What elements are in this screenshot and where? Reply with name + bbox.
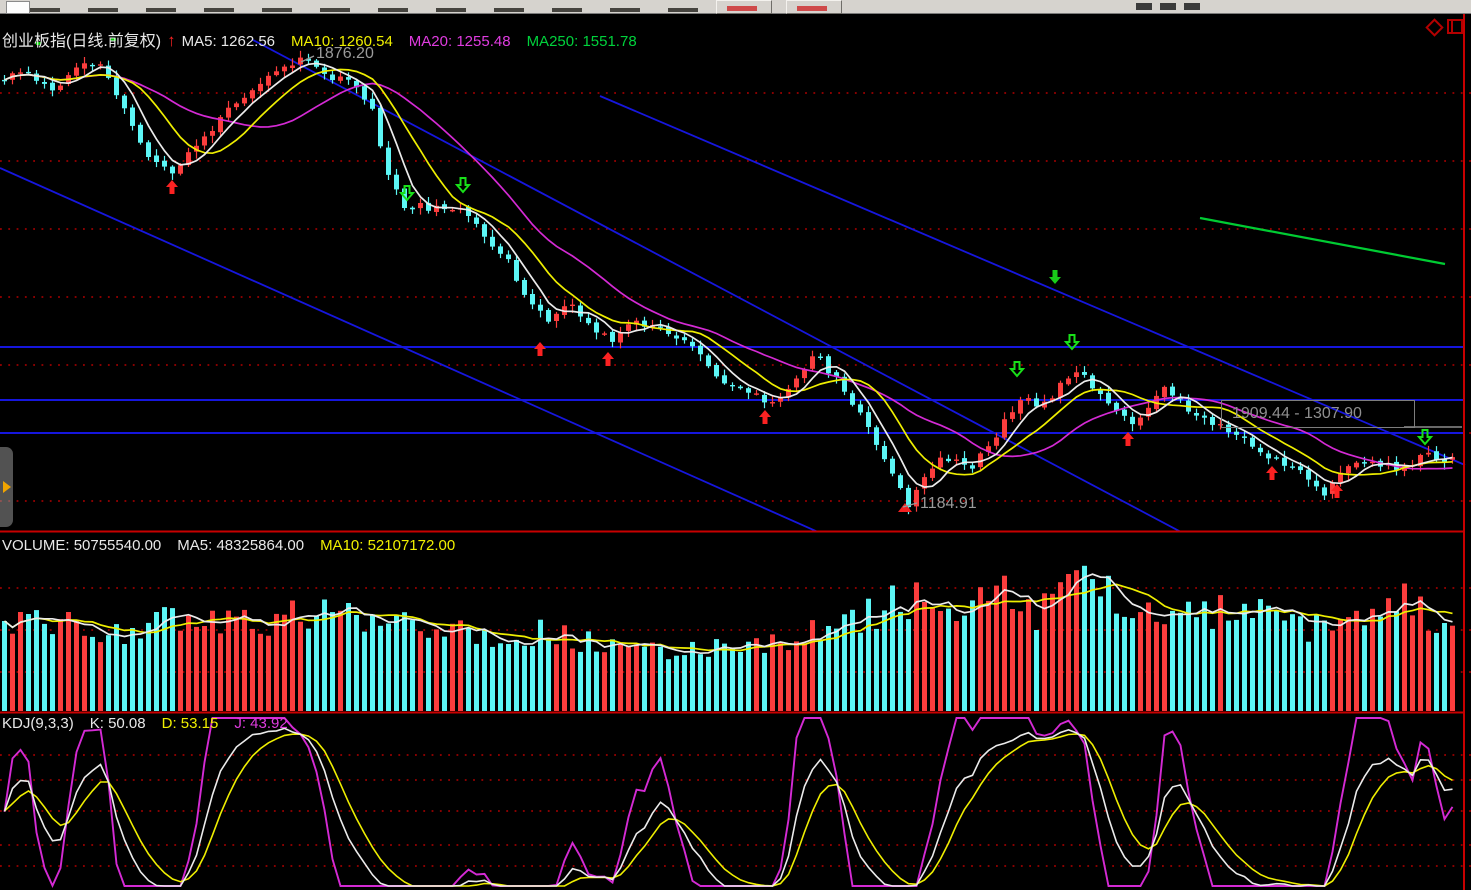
volume-ma5-readout: MA5: 48325864.00 xyxy=(177,537,305,554)
toolbar-button-2-glyph xyxy=(797,6,827,11)
menu-item-glyph[interactable] xyxy=(204,8,234,12)
up-arrow-icon: ↑ xyxy=(167,31,176,50)
toolbar-button-1-glyph xyxy=(727,6,757,11)
ma5-readout: MA5: 1262.56 xyxy=(181,33,276,50)
kdj-title: KDJ(9,3,3) xyxy=(2,715,74,732)
menu-item-glyph[interactable] xyxy=(1184,3,1200,10)
ma10-readout: MA10: 1260.54 xyxy=(291,33,393,50)
menu-item-glyph[interactable] xyxy=(610,8,640,12)
expand-arrow-icon xyxy=(3,481,11,493)
high-price-label: 1876.20 xyxy=(316,45,374,62)
menu-item-glyph[interactable] xyxy=(494,8,524,12)
symbol-title: 创业板指(日线.前复权) xyxy=(2,33,162,50)
menu-item-glyph[interactable] xyxy=(1136,3,1152,10)
split-window-icon[interactable] xyxy=(1447,19,1463,34)
menu-item-glyph[interactable] xyxy=(378,8,408,12)
sidebar-flyout-handle[interactable] xyxy=(0,447,13,527)
kdj-j-readout: J: 43.92 xyxy=(234,715,288,732)
kdj-d-readout: D: 53.15 xyxy=(161,715,219,732)
menu-item-glyph[interactable] xyxy=(1160,3,1176,10)
menu-item-glyph[interactable] xyxy=(436,8,466,12)
menu-item-glyph[interactable] xyxy=(262,8,292,12)
menu-bar[interactable] xyxy=(0,0,1471,14)
volume-pane-header: VOLUME: 50755540.00 MA5: 48325864.00 MA10:… xyxy=(2,537,471,554)
menu-item-glyph[interactable] xyxy=(146,8,176,12)
volume-readout: VOLUME: 50755540.00 xyxy=(2,537,162,554)
range-measure-label: 1909.44 - 1307.90 xyxy=(1221,400,1415,428)
ma20-readout: MA20: 1255.48 xyxy=(408,33,511,50)
main-pane-header: 创业板指(日线.前复权) ↑ MA5: 1262.56 MA10: 1260.54 MA… xyxy=(2,27,653,51)
menu-item-glyph[interactable] xyxy=(30,8,60,12)
menu-app-icon[interactable] xyxy=(6,1,30,14)
low-price-label: 1184.91 xyxy=(920,495,977,512)
kdj-k-readout: K: 50.08 xyxy=(89,715,146,732)
menu-item-glyph[interactable] xyxy=(668,8,698,12)
toolbar-button-2[interactable] xyxy=(786,0,842,14)
menu-item-glyph[interactable] xyxy=(88,8,118,12)
volume-ma10-readout: MA10: 52107172.00 xyxy=(320,537,456,554)
kdj-pane-header: KDJ(9,3,3) K: 50.08 D: 53.15 J: 43.92 xyxy=(2,715,304,732)
toolbar-button-1[interactable] xyxy=(716,0,772,14)
menu-item-glyph[interactable] xyxy=(552,8,582,12)
split-window-icon-bar xyxy=(1451,21,1453,32)
ma250-readout: MA250: 1551.78 xyxy=(526,33,637,50)
menu-item-glyph[interactable] xyxy=(320,8,350,12)
